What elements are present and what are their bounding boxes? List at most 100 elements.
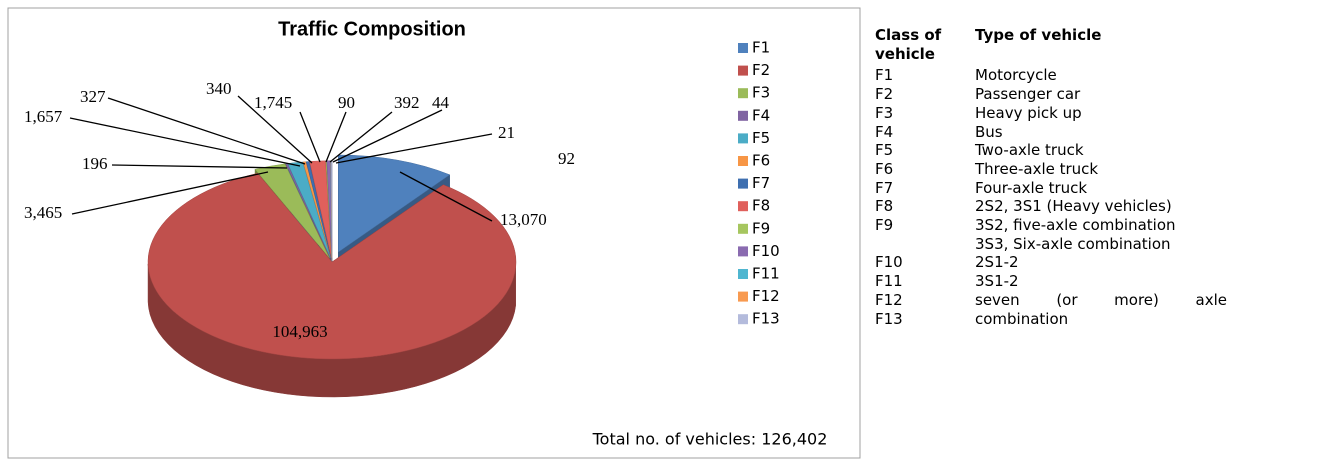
- leader-line: [329, 111, 393, 163]
- type-cell: 2S2, 3S1 (Heavy vehicles): [975, 197, 1172, 216]
- legend-label: F9: [752, 219, 770, 237]
- leader-line: [111, 164, 288, 169]
- legend-swatch: [738, 178, 748, 189]
- legend-label: F4: [752, 106, 770, 124]
- data-label: 92: [558, 149, 575, 168]
- legend-swatch: [738, 88, 748, 99]
- table-row: F8 2S2, 3S1 (Heavy vehicles): [875, 197, 1325, 216]
- legend-label: F10: [752, 242, 780, 260]
- leader-line: [299, 111, 321, 163]
- type-cell: combination: [975, 309, 1069, 328]
- type-cell: 3S1-2: [975, 272, 1019, 291]
- legend-swatch: [738, 223, 748, 234]
- table-row: F2 Passenger car: [875, 85, 1325, 104]
- leader-line: [399, 171, 493, 222]
- type-cell: seven (or more) axle: [975, 290, 1227, 309]
- leader-line: [332, 109, 443, 163]
- legend-label: F3: [752, 84, 770, 102]
- class-cell: F10: [875, 253, 903, 272]
- table-row: F3 Heavy pick up: [875, 104, 1325, 123]
- legend-label: F13: [752, 310, 780, 328]
- class-cell: F1: [875, 66, 894, 85]
- legend-swatch: [738, 246, 748, 257]
- class-cell: F13: [875, 309, 903, 328]
- type-cell: Three-axle truck: [975, 159, 1099, 178]
- leader-line: [237, 95, 313, 164]
- class-cell: F9: [875, 216, 894, 235]
- class-cell: F7: [875, 178, 894, 197]
- type-cell: 2S1-2: [975, 253, 1019, 272]
- type-cell: Passenger car: [975, 85, 1081, 104]
- slice: [338, 154, 451, 253]
- table-row: F10 2S1-2: [875, 253, 1325, 272]
- legend-label: F5: [752, 129, 770, 147]
- legend-swatch: [738, 269, 748, 279]
- legend-swatch: [738, 314, 748, 325]
- table-header: Class of vehicle Type of vehicle: [875, 26, 1325, 63]
- type-cell: 3S2, five-axle combination: [975, 216, 1176, 235]
- legend-swatch: [738, 43, 748, 53]
- table-row: F6 Three-axle truck: [875, 160, 1325, 179]
- table-row: 3S3, Six-axle combination: [875, 235, 1325, 254]
- legend-label: F11: [752, 265, 780, 283]
- table-row: F9 3S2, five-axle combination: [875, 216, 1325, 235]
- table-row: F11 3S1-2: [875, 272, 1325, 291]
- table-row: F13 combination: [875, 310, 1325, 329]
- legend-swatch: [738, 133, 748, 144]
- legend-swatch: [738, 65, 748, 76]
- slice: [305, 161, 332, 258]
- table-row: F12 seven (or more) axle: [875, 291, 1325, 310]
- data-label: 1,657: [24, 107, 63, 126]
- class-cell: F12: [875, 290, 903, 309]
- data-label: 104,963: [272, 322, 327, 341]
- legend-swatch: [738, 110, 748, 121]
- vehicle-table: Class of vehicle Type of vehicle F1 Motor…: [875, 26, 1325, 328]
- class-cell: F5: [875, 141, 894, 160]
- cell-spacer: [875, 235, 975, 254]
- header-cell: Class of vehicle: [875, 26, 942, 63]
- legend-label: F1: [752, 39, 770, 57]
- legend-label: F2: [752, 61, 770, 79]
- leader-line: [71, 171, 269, 215]
- type-cell: Heavy pick up: [975, 103, 1082, 122]
- type-cell: Two-axle truck: [975, 141, 1084, 160]
- leader-line: [325, 111, 347, 163]
- chart-title: Traffic Composition: [278, 18, 466, 40]
- data-label: 3,465: [24, 203, 62, 222]
- leader-line: [69, 117, 301, 167]
- type-cell: Motorcycle: [975, 66, 1057, 85]
- legend-swatch: [738, 201, 748, 212]
- data-label: 13,070: [500, 210, 547, 229]
- header-cell: Type of vehicle: [975, 26, 1102, 44]
- data-label: 196: [82, 154, 108, 173]
- table-row: F5 Two-axle truck: [875, 141, 1325, 160]
- legend-label: F12: [752, 287, 780, 305]
- pie-tops: [147, 154, 517, 360]
- class-cell: F11: [875, 272, 903, 291]
- class-cell: F3: [875, 103, 894, 122]
- annotation: Total no. of vehicles: 126,402: [592, 430, 828, 449]
- leader-line: [107, 97, 306, 165]
- leader-line: [335, 133, 493, 164]
- data-label: 44: [432, 93, 450, 112]
- slice: [147, 172, 517, 360]
- table-row: F4 Bus: [875, 123, 1325, 142]
- legend-label: F8: [752, 197, 770, 215]
- slice: [254, 163, 330, 259]
- table-row: F1 Motorcycle: [875, 66, 1325, 85]
- legend-label: F6: [752, 152, 770, 170]
- class-cell: F4: [875, 122, 894, 141]
- class-cell: F6: [875, 159, 894, 178]
- type-cell: 3S3, Six-axle combination: [975, 234, 1171, 253]
- chart: Traffic Composition Total no. of vehicle…: [7, 7, 861, 459]
- data-label: 1,745: [254, 93, 292, 112]
- legend-swatch: [738, 291, 748, 302]
- type-cell: Four-axle truck: [975, 178, 1088, 197]
- class-cell: F2: [875, 85, 894, 104]
- data-label: 392: [394, 93, 420, 112]
- data-label: 21: [498, 123, 515, 142]
- legend-label: F7: [752, 174, 770, 192]
- data-label: 340: [206, 79, 232, 98]
- table-row: F7 Four-axle truck: [875, 179, 1325, 198]
